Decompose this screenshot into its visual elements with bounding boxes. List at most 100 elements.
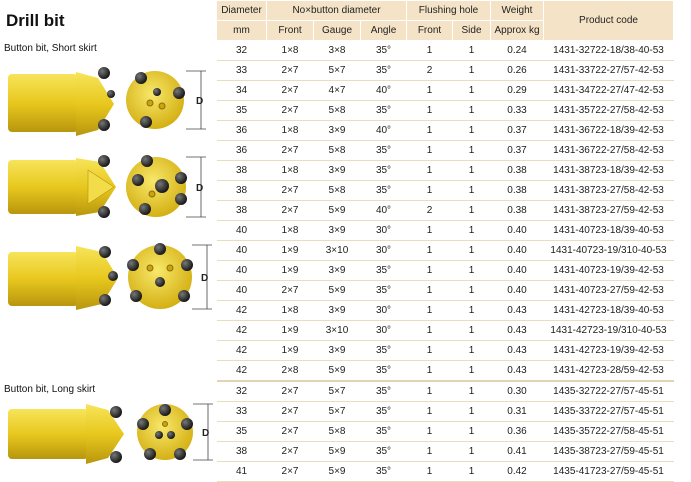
header-flushing-hole: Flushing hole [406, 0, 491, 21]
cell-front: 1×8 [266, 300, 314, 321]
cell-product-code: 1431-42723-28/59-42-53 [543, 360, 674, 382]
cell-flush-side: 1 [452, 280, 491, 301]
cell-front: 2×7 [266, 140, 314, 161]
cell-product-code: 1435-32722-27/57-45-51 [543, 380, 674, 402]
cell-diameter: 34 [216, 80, 267, 101]
cell-front: 1×8 [266, 220, 314, 241]
cell-front: 1×9 [266, 340, 314, 361]
table-row: 33 2×7 5×7 35° 2 1 0.26 1431-33722-27/57-42-53 [216, 60, 674, 81]
cell-flush-side: 1 [452, 340, 491, 361]
cell-weight: 0.42 [490, 461, 544, 482]
table-row: 32 2×7 5×7 35° 1 1 0.30 1435-32722-27/57-45-51 [216, 380, 674, 402]
cell-flush-side: 1 [452, 140, 491, 161]
cell-diameter: 38 [216, 200, 267, 221]
cell-gauge: 3×10 [313, 240, 361, 261]
cell-front: 2×7 [266, 180, 314, 201]
cell-flush-front: 1 [406, 280, 453, 301]
cell-front: 2×7 [266, 100, 314, 121]
cell-front: 2×7 [266, 401, 314, 422]
diameter-marker-2: D [196, 183, 203, 194]
table-row: 42 1×9 3×10 30° 1 1 0.43 1431-42723-19/310-40-5… [216, 320, 674, 341]
cell-angle: 30° [360, 300, 407, 321]
cell-angle: 35° [360, 40, 407, 61]
cell-flush-front: 1 [406, 461, 453, 482]
diameter-marker-3: D [201, 273, 208, 284]
cell-flush-front: 1 [406, 160, 453, 181]
cell-flush-front: 1 [406, 421, 453, 442]
cell-weight: 0.38 [490, 160, 544, 181]
cell-flush-front: 1 [406, 240, 453, 261]
header-flush-side: Side [452, 20, 491, 41]
header-weight: Weight [490, 0, 544, 21]
cell-flush-front: 1 [406, 100, 453, 121]
cell-flush-front: 1 [406, 340, 453, 361]
cell-angle: 35° [360, 100, 407, 121]
cell-weight: 0.43 [490, 300, 544, 321]
cell-weight: 0.38 [490, 200, 544, 221]
cell-diameter: 42 [216, 300, 267, 321]
diameter-marker-1: D [196, 96, 203, 107]
cell-angle: 35° [360, 340, 407, 361]
cell-weight: 0.26 [490, 60, 544, 81]
cell-angle: 40° [360, 80, 407, 101]
cell-flush-front: 1 [406, 80, 453, 101]
cell-flush-side: 1 [452, 461, 491, 482]
cell-flush-side: 1 [452, 360, 491, 382]
cell-product-code: 1435-41723-27/59-45-51 [543, 461, 674, 482]
cell-weight: 0.40 [490, 240, 544, 261]
cell-flush-front: 2 [406, 200, 453, 221]
cell-product-code: 1431-42723-18/39-40-53 [543, 300, 674, 321]
cell-gauge: 3×9 [313, 260, 361, 281]
cell-front: 2×7 [266, 441, 314, 462]
cell-diameter: 41 [216, 461, 267, 482]
cell-gauge: 3×9 [313, 340, 361, 361]
cell-gauge: 3×9 [313, 120, 361, 141]
cell-weight: 0.43 [490, 360, 544, 382]
cell-product-code: 1431-38723-18/39-42-53 [543, 160, 674, 181]
cell-weight: 0.30 [490, 380, 544, 402]
cell-flush-front: 1 [406, 40, 453, 61]
table-row: 38 1×8 3×9 35° 1 1 0.38 1431-38723-18/39-42-53 [216, 160, 674, 181]
cell-flush-side: 1 [452, 60, 491, 81]
cell-angle: 35° [360, 140, 407, 161]
table-row: 40 2×7 5×9 35° 1 1 0.40 1431-40723-27/59-42-53 [216, 280, 674, 301]
cell-flush-side: 1 [452, 160, 491, 181]
cell-product-code: 1431-40723-19/39-42-53 [543, 260, 674, 281]
cell-diameter: 40 [216, 280, 267, 301]
cell-weight: 0.37 [490, 140, 544, 161]
cell-diameter: 38 [216, 441, 267, 462]
cell-flush-front: 1 [406, 140, 453, 161]
cell-angle: 35° [360, 461, 407, 482]
cell-front: 1×8 [266, 120, 314, 141]
cell-front: 1×8 [266, 40, 314, 61]
cell-gauge: 3×9 [313, 160, 361, 181]
short-skirt-bit-3-face [127, 243, 193, 309]
cell-flush-front: 1 [406, 320, 453, 341]
cell-product-code: 1431-32722-18/38-40-53 [543, 40, 674, 61]
table-row: 42 1×8 3×9 30° 1 1 0.43 1431-42723-18/39-40-53 [216, 300, 674, 321]
cell-diameter: 40 [216, 220, 267, 241]
cell-product-code: 1431-42723-19/39-42-53 [543, 340, 674, 361]
cell-weight: 0.43 [490, 340, 544, 361]
cell-weight: 0.40 [490, 280, 544, 301]
cell-product-code: 1431-38723-27/59-42-53 [543, 200, 674, 221]
cell-flush-side: 1 [452, 180, 491, 201]
cell-flush-front: 2 [406, 60, 453, 81]
cell-angle: 35° [360, 160, 407, 181]
long-skirt-bit-side [8, 404, 124, 464]
table-body: 32 1×8 3×8 35° 1 1 0.24 1431-32722-18/38-40-53 3… [216, 40, 674, 482]
table-row: 35 2×7 5×8 35° 1 1 0.33 1431-35722-27/58-42-53 [216, 100, 674, 121]
cell-diameter: 40 [216, 260, 267, 281]
cell-product-code: 1431-40723-27/59-42-53 [543, 280, 674, 301]
cell-flush-front: 1 [406, 120, 453, 141]
cell-product-code: 1431-36722-18/39-42-53 [543, 120, 674, 141]
table-row: 35 2×7 5×8 35° 1 1 0.36 1435-35722-27/58-45-51 [216, 421, 674, 442]
cell-product-code: 1431-38723-27/58-42-53 [543, 180, 674, 201]
cell-product-code: 1435-33722-27/57-45-51 [543, 401, 674, 422]
page-title: Drill bit [6, 11, 65, 30]
cell-product-code: 1431-42723-19/310-40-53 [543, 320, 674, 341]
cell-angle: 35° [360, 260, 407, 281]
cell-flush-side: 1 [452, 220, 491, 241]
table-row: 42 1×9 3×9 35° 1 1 0.43 1431-42723-19/39-42-53 [216, 340, 674, 361]
cell-product-code: 1431-36722-27/58-42-53 [543, 140, 674, 161]
